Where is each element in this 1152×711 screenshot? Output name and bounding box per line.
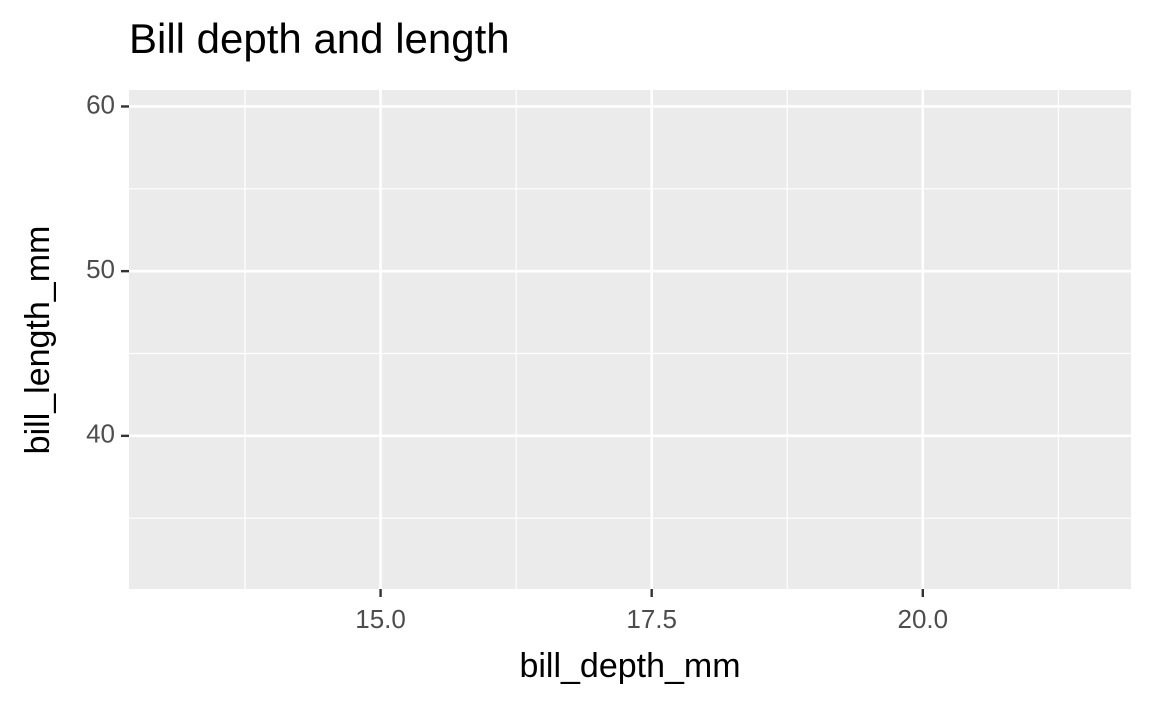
y-tick-label: 40	[86, 419, 115, 449]
y-tick-label: 60	[86, 89, 115, 119]
y-tick-label: 50	[86, 254, 115, 284]
x-tick-label: 20.0	[897, 604, 948, 634]
chart-title: Bill depth and length	[129, 15, 510, 62]
x-tick-label: 17.5	[626, 604, 677, 634]
y-axis-title: bill_length_mm	[19, 226, 57, 455]
x-axis-title: bill_depth_mm	[519, 647, 740, 685]
x-tick-label: 15.0	[355, 604, 406, 634]
panel	[129, 90, 1131, 589]
